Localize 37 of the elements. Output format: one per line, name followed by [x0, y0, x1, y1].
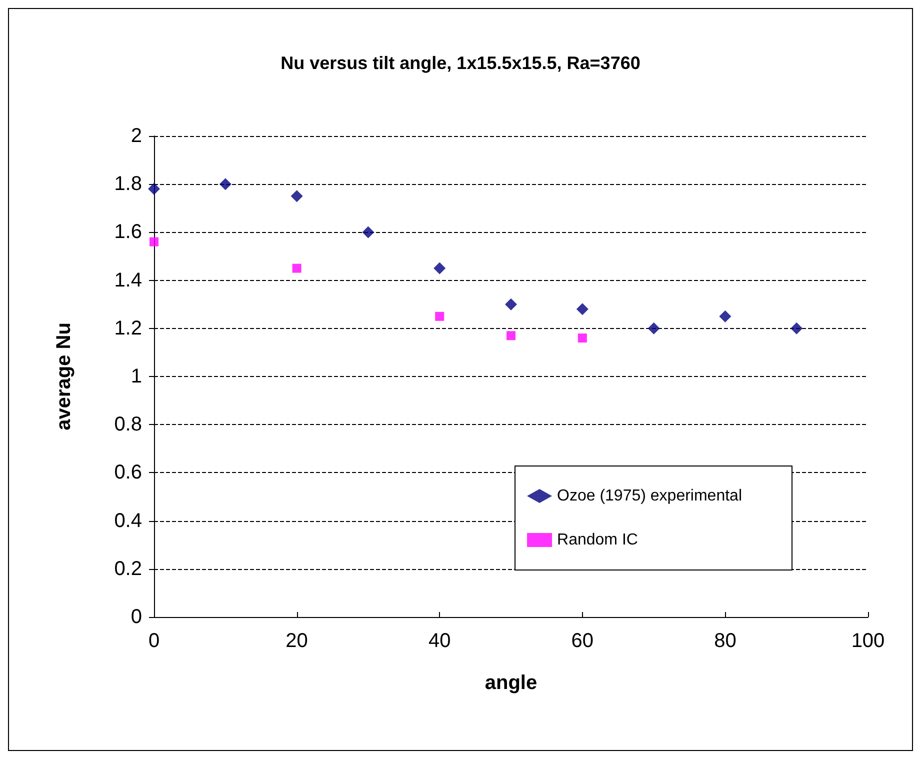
y-tick-label: 0.6 — [114, 462, 142, 484]
y-tick-label: 1.2 — [114, 317, 142, 340]
point — [148, 182, 160, 195]
point — [719, 310, 732, 322]
point — [292, 264, 302, 273]
point — [362, 226, 374, 238]
x-axis-title: angle — [484, 672, 538, 694]
x-tick-label: 0 — [148, 630, 160, 652]
y-tick-label: 2 — [130, 125, 142, 147]
x-tick-label: 20 — [286, 630, 308, 652]
point — [434, 262, 446, 274]
x-tick-label: 100 — [851, 630, 885, 652]
y-tick-label: 1.4 — [114, 269, 142, 292]
point — [648, 322, 660, 334]
point — [290, 190, 303, 202]
chart-title: Nu versus tilt angle, 1x15.5x15.5, Ra=3760 — [280, 53, 640, 73]
point — [578, 334, 587, 343]
y-tick-label: 0.2 — [114, 558, 142, 580]
x-tick-label: 80 — [714, 630, 736, 652]
y-tick-label: 0.4 — [114, 510, 142, 532]
point — [576, 303, 588, 316]
legend-label: Random IC — [557, 532, 638, 548]
x-tick-label: 60 — [571, 630, 594, 652]
y-axis-title: average Nu — [53, 322, 75, 430]
point — [506, 331, 516, 340]
x-tick-label: 40 — [428, 630, 451, 652]
y-tick-label: 1.8 — [114, 173, 142, 196]
y-tick-label: 0 — [130, 606, 142, 628]
y-tick-label: 0.8 — [114, 414, 142, 436]
point — [435, 312, 444, 321]
point — [790, 322, 803, 334]
legend-label: Ozoe (1975) experimental — [557, 488, 742, 504]
point — [219, 178, 232, 190]
point — [505, 298, 517, 310]
y-tick-label: 1.6 — [114, 221, 142, 244]
y-tick-label: 1 — [130, 366, 142, 388]
point — [150, 237, 158, 246]
